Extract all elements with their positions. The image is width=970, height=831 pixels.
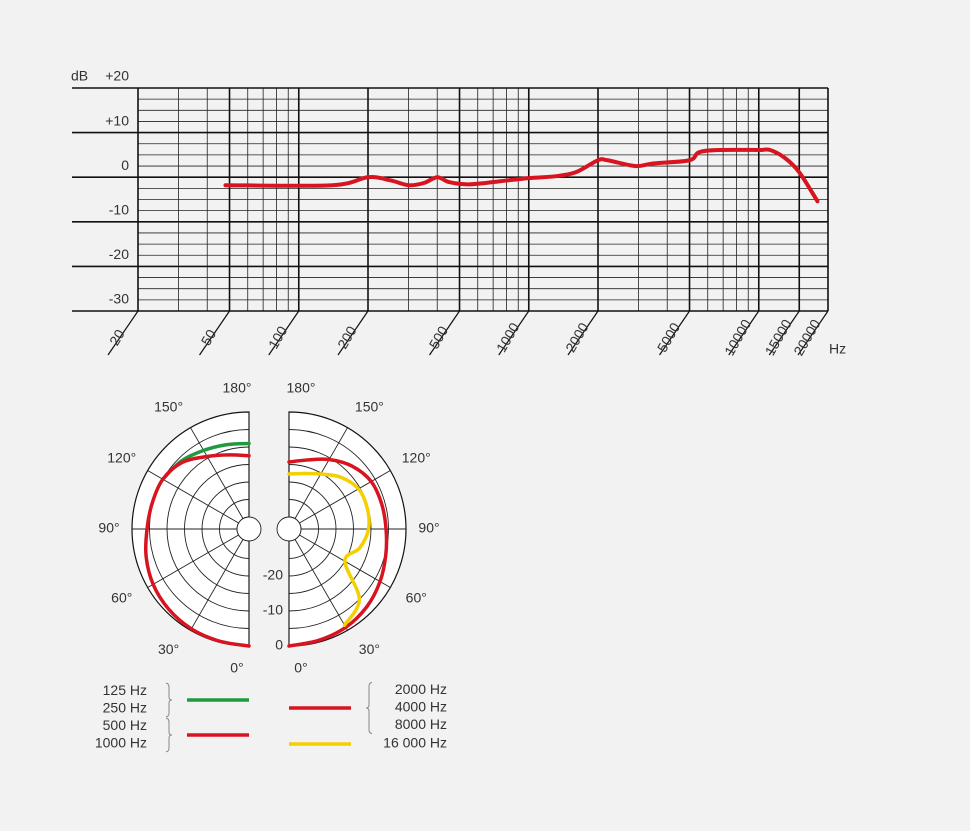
polar-center [276, 516, 302, 542]
polar-center [236, 516, 262, 542]
legend-label: 4000 Hz [395, 699, 447, 715]
legend-brace [165, 717, 173, 753]
polar-spoke [190, 427, 244, 519]
x-tick-label: 10000 [721, 316, 754, 358]
x-tick-label: 2000 [562, 320, 592, 355]
polar-curve [143, 453, 251, 648]
polar-spoke [147, 534, 239, 588]
angle-label: 150° [355, 398, 384, 414]
angle-label: 30° [359, 641, 380, 657]
angle-label: 180° [287, 380, 316, 396]
legend-label: 16 000 Hz [383, 735, 447, 751]
x-tick-label: 20 [106, 326, 128, 348]
legend-label: 500 Hz [103, 717, 147, 733]
x-tick [659, 310, 691, 356]
polar-curve [287, 457, 389, 648]
angle-label: 0° [230, 660, 243, 676]
x-tick-label: 15000 [761, 316, 794, 358]
y-tick-label: -20 [109, 246, 129, 262]
legend-label: 8000 Hz [395, 716, 447, 732]
y-axis-label: dB [71, 68, 88, 84]
x-tick-label: 200 [334, 323, 360, 351]
x-tick [498, 310, 530, 356]
angle-label: 90° [418, 520, 439, 536]
x-tick [199, 310, 231, 356]
y-tick-label: -30 [109, 291, 129, 307]
y-tick-label: +10 [105, 112, 129, 128]
x-tick [728, 310, 760, 356]
frequency-curve [223, 147, 820, 204]
polar-spoke [294, 539, 348, 631]
legend-label: 1000 Hz [95, 734, 147, 750]
polar-spoke [299, 470, 391, 524]
angle-label: 120° [402, 450, 431, 466]
legend-label: 125 Hz [103, 682, 147, 698]
x-tick [268, 310, 300, 356]
x-tick [567, 310, 599, 356]
angle-label: 0° [294, 660, 307, 676]
y-tick-label: -10 [109, 202, 129, 218]
x-tick-label: 500 [426, 323, 452, 351]
angle-label: 60° [111, 590, 132, 606]
r-tick-label: -10 [263, 602, 283, 618]
x-tick [797, 310, 829, 356]
x-tick [107, 310, 139, 356]
angle-label: 30° [158, 641, 179, 657]
x-tick-label: 5000 [654, 320, 684, 355]
polar-curve [287, 471, 371, 627]
x-tick [337, 310, 369, 356]
r-tick-label: 0 [275, 637, 283, 653]
x-tick-label: 1000 [493, 320, 523, 355]
x-axis-label: Hz [829, 341, 846, 357]
angle-label: 90° [98, 520, 119, 536]
legend-label: 2000 Hz [395, 681, 447, 697]
x-tick-label: 20000 [790, 316, 823, 358]
polar-spoke [190, 539, 244, 631]
angle-label: 180° [223, 380, 252, 396]
r-tick-label: -20 [263, 567, 283, 583]
legend-label: 250 Hz [103, 699, 147, 715]
x-tick-label: 50 [198, 326, 220, 348]
y-tick-label: 0 [121, 157, 129, 173]
x-tick [429, 310, 461, 356]
legend-brace [365, 682, 373, 734]
angle-label: 60° [406, 590, 427, 606]
x-tick [768, 310, 800, 356]
legend-brace [165, 682, 173, 718]
angle-label: 120° [107, 450, 136, 466]
x-tick-label: 100 [265, 323, 291, 351]
angle-label: 150° [154, 398, 183, 414]
y-tick-label: +20 [105, 68, 129, 84]
